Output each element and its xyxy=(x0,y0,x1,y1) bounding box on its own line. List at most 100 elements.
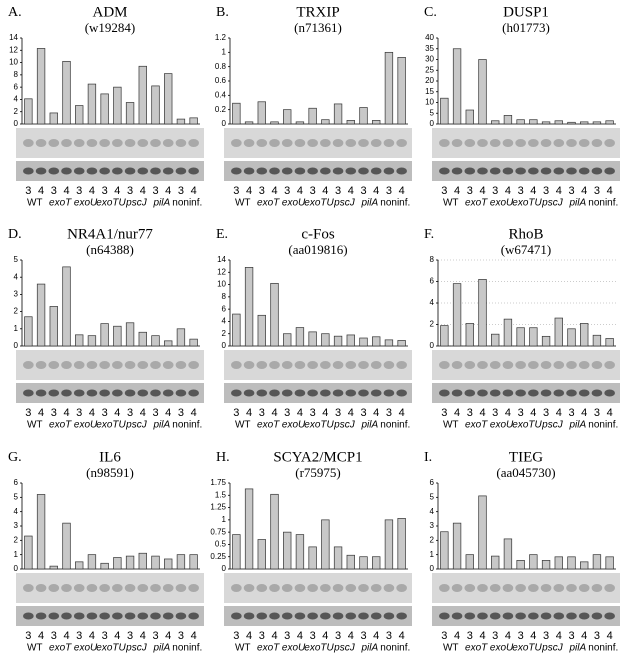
y-tick-label: 4 xyxy=(430,298,435,307)
blot-band xyxy=(383,139,395,147)
blot-band xyxy=(591,139,603,147)
bar xyxy=(465,109,474,125)
lane-label: 3 xyxy=(284,407,290,419)
bar xyxy=(283,109,292,125)
blot-band xyxy=(578,361,590,369)
blot-band xyxy=(112,167,123,175)
lane-label: 4 xyxy=(89,407,95,419)
group-label: pilA xyxy=(361,420,379,431)
blot-band xyxy=(307,139,318,147)
lane-label: 4 xyxy=(454,185,460,197)
blot-band xyxy=(188,167,199,175)
bar xyxy=(49,565,58,570)
bar xyxy=(270,493,279,570)
bar xyxy=(333,546,343,570)
blot-band xyxy=(35,361,47,369)
lane-label: 3 xyxy=(25,630,31,642)
lane-label: 3 xyxy=(233,407,239,419)
blot-band xyxy=(48,361,60,369)
blot-band xyxy=(370,389,382,397)
bar xyxy=(138,65,147,125)
blot-band xyxy=(307,584,318,592)
y-tick-label: 5 xyxy=(430,108,435,117)
y-tick-label: 15 xyxy=(425,87,434,96)
bar xyxy=(397,56,406,125)
y-tick-label: 5 xyxy=(14,255,19,264)
blot-band xyxy=(358,139,369,147)
lane-label: 3 xyxy=(543,185,549,197)
blot-band xyxy=(73,584,85,592)
blot-band xyxy=(269,361,280,369)
lane-label: 3 xyxy=(76,407,82,419)
blot-band xyxy=(332,361,344,369)
lane-label: 3 xyxy=(360,185,366,197)
lane-label: 3 xyxy=(127,185,133,197)
bar xyxy=(567,328,576,347)
y-tick-label: 0.5 xyxy=(215,540,227,549)
blot-band xyxy=(591,167,603,175)
bar xyxy=(113,325,122,347)
blot-band xyxy=(332,612,344,620)
lane-label: 3 xyxy=(284,185,290,197)
group-label: WT xyxy=(443,198,459,209)
bar xyxy=(75,334,84,347)
bar xyxy=(87,83,97,125)
bar xyxy=(113,86,122,125)
blot-band xyxy=(112,139,123,147)
blot-band xyxy=(231,612,242,620)
lane-label: 4 xyxy=(581,630,587,642)
blot-band xyxy=(578,167,590,175)
blot-band xyxy=(61,361,72,369)
lane-label: 3 xyxy=(233,185,239,197)
blot-band xyxy=(112,612,123,620)
y-tick-label: 6 xyxy=(14,478,19,487)
group-label: exoT xyxy=(257,643,280,654)
y-tick-label: 6 xyxy=(14,82,19,91)
lane-label: 4 xyxy=(38,407,44,419)
bar xyxy=(372,336,381,347)
bar xyxy=(36,494,46,570)
blot-band xyxy=(294,361,306,369)
bar xyxy=(346,334,355,347)
blot-lower xyxy=(432,606,620,626)
blot-lower xyxy=(16,383,204,403)
bar xyxy=(283,333,292,347)
panel-label: I. xyxy=(424,450,432,465)
group-label: exoT xyxy=(49,198,72,209)
lane-label: 3 xyxy=(310,185,316,197)
group-label: noninf. xyxy=(380,420,410,431)
blot-band xyxy=(73,612,85,620)
blot-band xyxy=(578,139,590,147)
blot-band xyxy=(23,139,34,147)
blot-band xyxy=(464,167,476,175)
blot-band xyxy=(73,389,85,397)
lane-label: 3 xyxy=(127,407,133,419)
lane-label: 4 xyxy=(297,185,303,197)
blot-band xyxy=(489,584,501,592)
blot-band xyxy=(528,139,539,147)
y-tick-label: 6 xyxy=(222,304,227,313)
y-tick-label: 1.5 xyxy=(215,490,227,499)
blot-band xyxy=(23,167,34,175)
blot-band xyxy=(358,167,369,175)
blot-band xyxy=(489,612,501,620)
bar xyxy=(321,119,330,125)
bar xyxy=(359,556,368,570)
blot-band xyxy=(124,167,136,175)
group-label: exoTU xyxy=(512,420,542,431)
blot-band xyxy=(566,139,577,147)
blot-band xyxy=(604,361,615,369)
bar xyxy=(516,560,525,570)
bar xyxy=(62,60,71,125)
bar xyxy=(138,331,147,347)
group-label: exoU xyxy=(282,420,306,431)
bar xyxy=(592,121,602,125)
panel-title: c-Fos xyxy=(301,226,334,242)
blot-band xyxy=(358,612,369,620)
group-label: exoT xyxy=(465,198,488,209)
lane-label: 3 xyxy=(594,630,600,642)
bar xyxy=(452,522,462,570)
blot-band xyxy=(150,612,161,620)
